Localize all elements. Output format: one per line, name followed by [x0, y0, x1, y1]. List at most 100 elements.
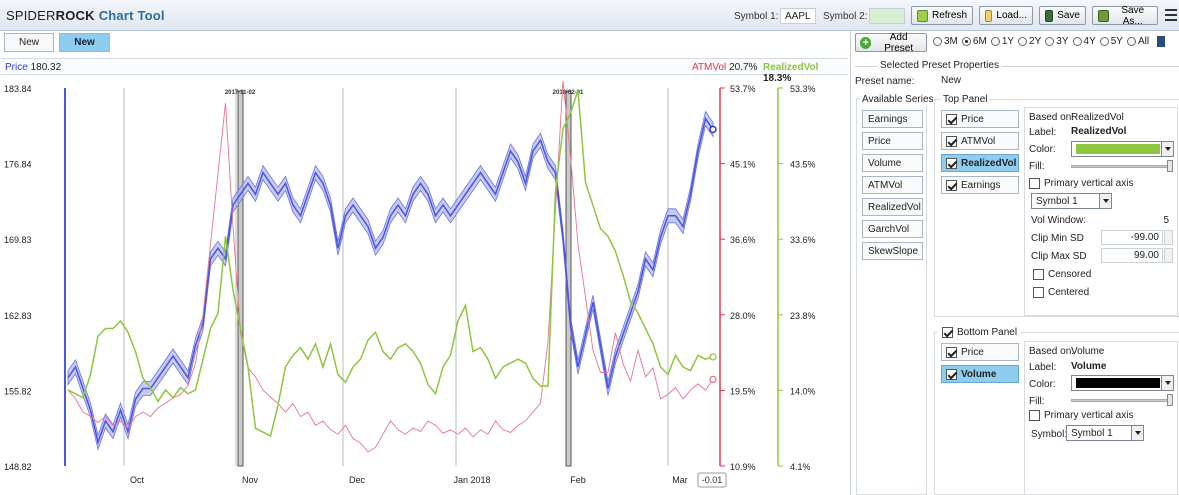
- save-icon: [1045, 9, 1054, 22]
- symbol1-input[interactable]: AAPL: [780, 8, 816, 24]
- refresh-button[interactable]: Refresh: [911, 6, 973, 25]
- checkbox-icon: [946, 157, 957, 169]
- price-vol-chart[interactable]: 183.84 176.84 169.83 162.83 155.82 148.82 53.7…: [0, 76, 848, 495]
- bottom-fill-slider[interactable]: [1071, 399, 1171, 402]
- chart-area[interactable]: 183.84 176.84 169.83 162.83 155.82 148.82 53.7…: [0, 76, 848, 495]
- top-primary-axis-checkbox[interactable]: Primary vertical axis: [1025, 174, 1133, 192]
- bottom-item-price[interactable]: Price: [941, 343, 1019, 361]
- radio-icon: [933, 37, 942, 46]
- bottom-item-label: Volume: [961, 368, 997, 380]
- range-label: 6M: [972, 36, 987, 47]
- available-series-title: Available Series: [860, 94, 936, 105]
- top-item-label: Earnings: [961, 179, 1001, 191]
- tab-new-2[interactable]: New: [59, 33, 110, 52]
- range-radio-all[interactable]: All: [1126, 36, 1149, 47]
- range-radio-3m[interactable]: 3M: [933, 36, 958, 47]
- bottom-panel-checkbox[interactable]: Bottom Panel: [938, 323, 1021, 341]
- title-toolbar: SPIDERROCK Chart Tool Symbol 1: AAPL Symb…: [0, 0, 1179, 31]
- bottom-symbol-value: Symbol 1: [1071, 427, 1113, 439]
- top-color-picker[interactable]: [1071, 141, 1174, 157]
- clip-max-spinner[interactable]: [1164, 248, 1173, 263]
- panel-options-icon[interactable]: [1157, 36, 1166, 47]
- load-label: Load...: [996, 10, 1027, 21]
- y-left-tick-label: 176.84: [4, 160, 32, 170]
- bottom-fill-thumb[interactable]: [1167, 394, 1173, 406]
- menu-icon[interactable]: [1165, 9, 1177, 21]
- legend-atmvol: ATMVol 20.7%: [692, 62, 757, 73]
- load-button[interactable]: Load...: [979, 6, 1033, 25]
- range-radio-4y[interactable]: 4Y: [1072, 36, 1096, 47]
- centered-label: Centered: [1048, 286, 1090, 298]
- top-item-realizedvol[interactable]: RealizedVol: [941, 154, 1019, 172]
- top-label-label: Label:: [1029, 127, 1057, 138]
- earnings-marker-label: 2017-11-02: [225, 90, 256, 96]
- available-series-atmvol[interactable]: ATMVol: [862, 176, 923, 194]
- x-tick-label: Oct: [130, 475, 145, 485]
- top-panel-title: Top Panel: [941, 94, 990, 105]
- radio-icon: [1126, 37, 1136, 46]
- clip-max-input[interactable]: 99.00: [1101, 248, 1163, 263]
- preset-name-input[interactable]: New: [937, 73, 1177, 88]
- available-series-garchvol[interactable]: GarchVol: [862, 220, 923, 238]
- y-left-tick-label: 183.84: [4, 84, 32, 94]
- bottom-symbol-select[interactable]: Symbol 1: [1066, 425, 1144, 441]
- app-logo: SPIDERROCK Chart Tool: [6, 8, 165, 23]
- top-label-input[interactable]: RealizedVol: [1071, 126, 1127, 137]
- bottom-based-on-label: Based on:: [1029, 346, 1075, 357]
- checkbox-icon: [946, 113, 957, 125]
- censored-checkbox[interactable]: Censored: [1029, 265, 1091, 283]
- range-radio-2y[interactable]: 2Y: [1018, 36, 1041, 47]
- x-tick-label: Feb: [570, 475, 586, 485]
- top-item-price[interactable]: Price: [941, 110, 1019, 128]
- bottom-color-picker[interactable]: [1071, 375, 1174, 391]
- symbol2-label: Symbol 2:: [823, 11, 868, 22]
- clip-min-input[interactable]: -99.00: [1101, 230, 1163, 245]
- preset-divider: [855, 66, 1179, 67]
- clip-min-spinner[interactable]: [1164, 230, 1173, 245]
- top-item-atmvol[interactable]: ATMVol: [941, 132, 1019, 150]
- preset-panel: + Add Preset 3M 6M 1Y 2Y 3Y 4Y 5Y All Selected P…: [850, 31, 1179, 495]
- bottom-primary-axis-checkbox[interactable]: Primary vertical axis: [1025, 406, 1133, 424]
- available-series-skewslope[interactable]: SkewSlope: [862, 242, 923, 260]
- range-radio-3y[interactable]: 3Y: [1045, 36, 1069, 47]
- bottom-item-volume[interactable]: Volume: [941, 365, 1019, 383]
- series-line-realizedvol: [67, 90, 714, 438]
- checkbox-icon: [1029, 409, 1040, 421]
- save-as-button[interactable]: Save As...: [1092, 5, 1158, 27]
- checkbox-icon: [946, 135, 957, 147]
- available-series-price[interactable]: Price: [862, 132, 923, 150]
- y-mid-tick-label: 10.9%: [730, 462, 756, 472]
- top-item-earnings[interactable]: Earnings: [941, 176, 1019, 194]
- bottom-color-swatch: [1076, 378, 1160, 388]
- centered-checkbox[interactable]: Centered: [1029, 283, 1089, 301]
- top-fill-slider[interactable]: [1071, 165, 1171, 168]
- tab-new-1[interactable]: New: [4, 33, 54, 52]
- symbol2-input[interactable]: [869, 8, 905, 24]
- clip-max-label: Clip Max SD: [1031, 251, 1087, 262]
- y-mid-tick-label: 53.7%: [730, 84, 756, 94]
- x-tick-label: Mar: [672, 475, 688, 485]
- available-series-earnings[interactable]: Earnings: [862, 110, 923, 128]
- legend-price: Price 180.32: [5, 62, 61, 73]
- add-preset-button[interactable]: + Add Preset: [855, 32, 927, 54]
- range-radio-6m[interactable]: 6M: [961, 36, 987, 47]
- range-radio-1y[interactable]: 1Y: [990, 36, 1014, 47]
- folder-icon: [985, 9, 993, 22]
- save-button[interactable]: Save: [1039, 6, 1086, 25]
- checkbox-icon: [1029, 177, 1040, 189]
- y-right-tick-label: 33.6%: [790, 235, 816, 245]
- vol-window-input[interactable]: 5: [1101, 213, 1173, 228]
- available-series-realizedvol[interactable]: RealizedVol: [862, 198, 923, 216]
- range-label: 4Y: [1083, 36, 1096, 47]
- y-left-tick-label: 169.83: [4, 235, 32, 245]
- clip-min-label: Clip Min SD: [1031, 233, 1084, 244]
- available-series-volume[interactable]: Volume: [862, 154, 923, 172]
- top-symbol-select[interactable]: Symbol 1: [1031, 193, 1112, 209]
- y-left-tick-label: 148.82: [4, 462, 32, 472]
- legend-price-label: Price: [5, 62, 28, 73]
- range-radio-5y[interactable]: 5Y: [1099, 36, 1123, 47]
- y-mid-tick-label: 36.6%: [730, 235, 756, 245]
- bottom-label-input[interactable]: Volume: [1071, 361, 1107, 372]
- legend-realizedvol: RealizedVol 18.3%: [763, 62, 848, 84]
- top-fill-thumb[interactable]: [1167, 160, 1173, 172]
